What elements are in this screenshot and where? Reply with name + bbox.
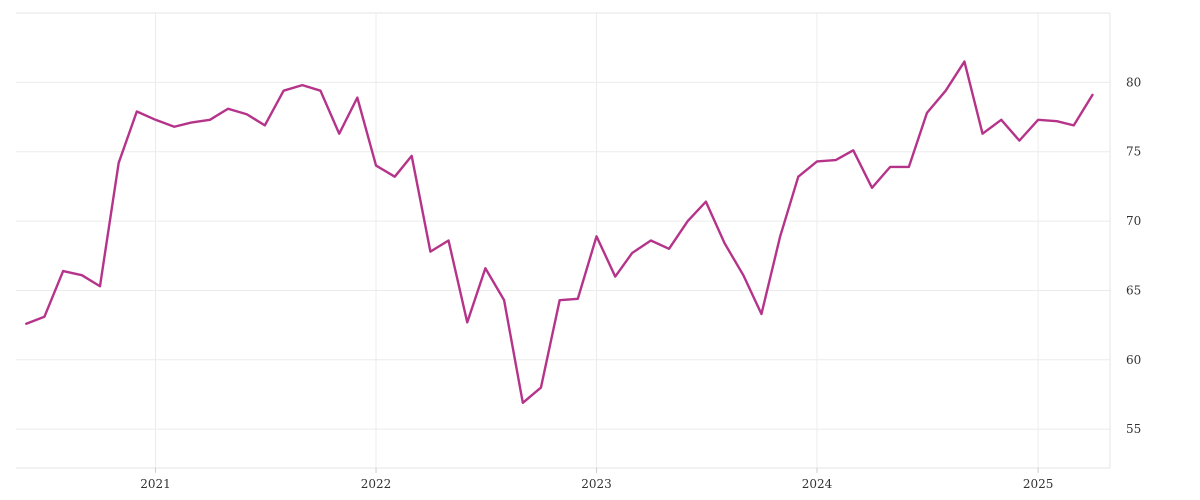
- y-tick-label: 65: [1126, 283, 1141, 297]
- y-tick-label: 80: [1126, 75, 1141, 89]
- y-tick-label: 70: [1126, 214, 1141, 228]
- plot-frame: [16, 12, 1111, 469]
- series-line: [25, 60, 1094, 404]
- x-tick-label: 2025: [1023, 477, 1054, 491]
- x-axis-ticks: 2021 2022 2023 2024 2025: [140, 468, 1053, 491]
- grid-lines: [16, 13, 1110, 468]
- x-tick-label: 2021: [140, 477, 171, 491]
- y-tick-label: 60: [1126, 353, 1141, 367]
- y-tick-label: 75: [1126, 145, 1141, 159]
- y-axis-ticks: 55 60 65 70 75 80: [1126, 75, 1141, 436]
- y-tick-label: 55: [1126, 422, 1141, 436]
- x-tick-label: 2024: [802, 477, 833, 491]
- x-tick-label: 2022: [361, 477, 392, 491]
- series-layer: [25, 60, 1094, 404]
- x-tick-label: 2023: [581, 477, 612, 491]
